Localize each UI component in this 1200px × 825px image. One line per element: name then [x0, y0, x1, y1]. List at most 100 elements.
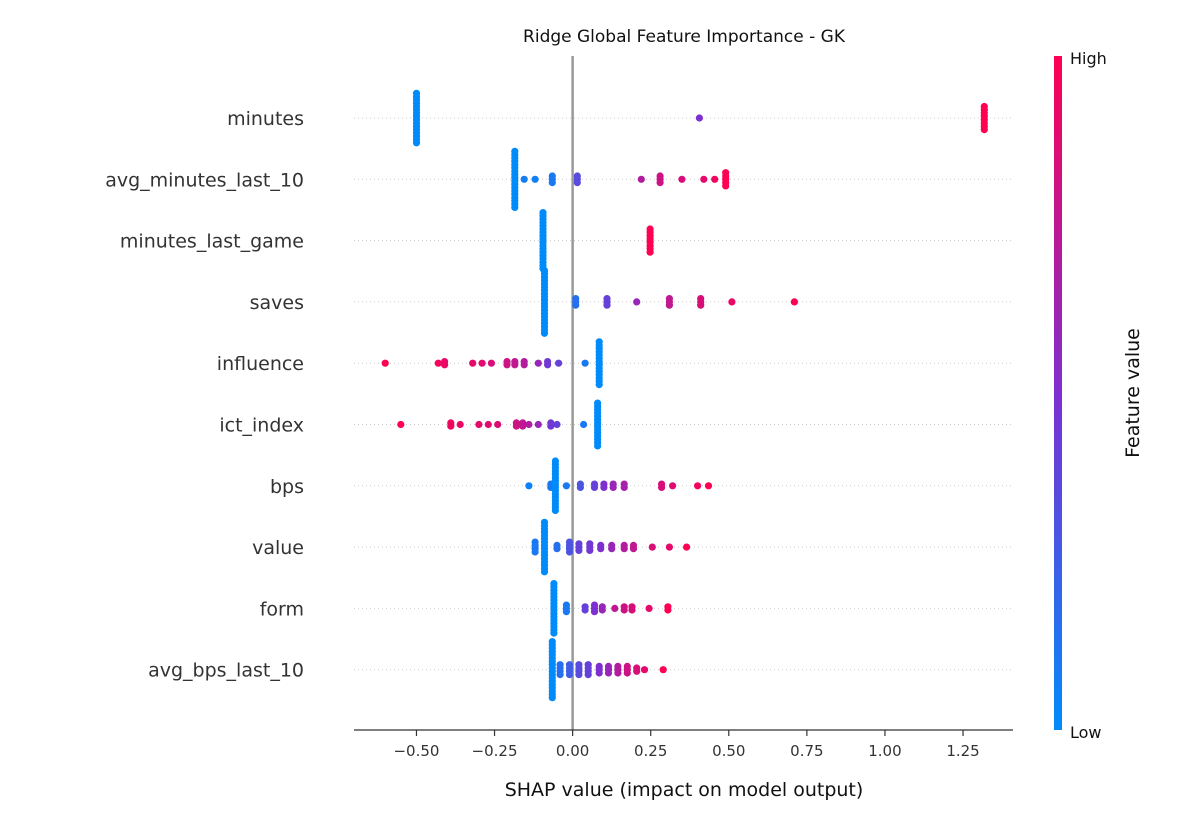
- row-gridlines: [354, 117, 1013, 671]
- shap-point: [512, 422, 521, 430]
- shap-point: [608, 545, 616, 553]
- shap-point: [553, 420, 561, 429]
- shap-point: [620, 606, 628, 614]
- shap-point: [611, 604, 619, 613]
- shap-point: [553, 545, 561, 553]
- shap-point: [434, 359, 442, 367]
- shap-point: [640, 666, 649, 674]
- shap-point: [629, 545, 638, 553]
- shap-point: [658, 483, 666, 491]
- shap-point: [484, 420, 492, 429]
- shap-point: [790, 298, 799, 306]
- shap-point: [597, 545, 605, 553]
- feature-label: minutes_last_game: [120, 231, 304, 253]
- x-tick-label: −0.25: [472, 742, 518, 760]
- shap-point: [645, 604, 653, 613]
- shap-point: [664, 606, 672, 614]
- shap-point: [584, 671, 592, 679]
- shap-point: [603, 301, 611, 309]
- shap-point: [594, 442, 602, 450]
- shap-point: [412, 139, 421, 147]
- shap-point: [547, 422, 555, 430]
- shap-point: [573, 179, 581, 187]
- shap-point: [565, 548, 574, 556]
- shap-point: [980, 126, 988, 134]
- shap-point: [704, 482, 713, 490]
- shap-point: [540, 329, 549, 337]
- x-tick-label: 0.00: [556, 742, 589, 760]
- shap-point: [695, 114, 704, 122]
- shap-point: [494, 420, 502, 429]
- shap-point: [694, 482, 702, 490]
- shap-point: [562, 482, 571, 490]
- feature-label: ict_index: [219, 415, 304, 437]
- x-tick-label: 1.25: [946, 742, 979, 760]
- shap-point: [697, 301, 705, 309]
- shap-point: [646, 248, 654, 256]
- colorbar-high-label: High: [1070, 49, 1107, 68]
- feature-label: value: [252, 537, 304, 559]
- shap-point: [665, 543, 674, 551]
- x-tick-label: 0.50: [712, 742, 745, 760]
- shap-point: [590, 483, 599, 491]
- shap-point: [531, 548, 539, 556]
- shap-point: [503, 361, 511, 369]
- shap-point: [520, 361, 528, 369]
- shap-point: [711, 175, 719, 183]
- shap-point: [525, 420, 533, 429]
- shap-point: [633, 667, 641, 675]
- shap-point: [580, 420, 588, 429]
- shap-point: [456, 420, 464, 429]
- feature-label: saves: [250, 292, 304, 314]
- x-tick-label: 0.75: [790, 742, 823, 760]
- shap-point: [683, 543, 691, 551]
- colorbar: [1054, 56, 1062, 730]
- shap-point: [511, 361, 519, 369]
- shap-point: [555, 359, 563, 367]
- shap-point: [576, 483, 585, 491]
- shap-point: [659, 666, 667, 674]
- feature-label: influence: [217, 353, 304, 375]
- shap-point: [628, 606, 636, 614]
- shap-point: [548, 694, 556, 702]
- shap-point: [581, 359, 589, 367]
- x-axis-ticks: −0.50 −0.25 0.00 0.25 0.50 0.75 1.00 1.25: [393, 730, 980, 760]
- feature-label: minutes: [227, 108, 304, 130]
- shap-point: [565, 671, 574, 679]
- shap-point: [600, 483, 608, 491]
- shap-point: [441, 361, 449, 369]
- shap-point: [620, 545, 628, 553]
- shap-point: [637, 175, 645, 183]
- shap-point: [609, 483, 617, 491]
- shap-point: [581, 606, 589, 614]
- shap-point: [614, 669, 622, 677]
- x-tick-label: 1.00: [868, 742, 901, 760]
- shap-point: [548, 179, 556, 187]
- shap-point: [633, 298, 641, 306]
- shap-point: [575, 546, 583, 555]
- feature-label: avg_minutes_last_10: [105, 169, 304, 191]
- shap-point: [540, 568, 549, 576]
- shap-point: [656, 179, 664, 187]
- shap-point: [520, 175, 528, 183]
- shap-point: [525, 482, 533, 490]
- shap-point: [475, 420, 483, 429]
- feature-label: bps: [270, 476, 304, 498]
- shap-point: [534, 420, 542, 429]
- x-tick-label: −0.50: [393, 742, 439, 760]
- shap-point: [700, 175, 708, 183]
- x-tick-label: 0.25: [634, 742, 667, 760]
- shap-point: [623, 669, 631, 677]
- shap-point: [531, 175, 539, 183]
- shap-point: [669, 482, 677, 490]
- shap-point: [598, 606, 606, 614]
- feature-labels: minutes avg_minutes_last_10 minutes_last_g…: [105, 108, 304, 682]
- feature-label: form: [260, 598, 304, 620]
- shap-point: [590, 608, 599, 616]
- shap-point: [556, 671, 564, 679]
- shap-point: [469, 359, 477, 367]
- shap-point: [487, 359, 495, 367]
- shap-point: [586, 546, 594, 555]
